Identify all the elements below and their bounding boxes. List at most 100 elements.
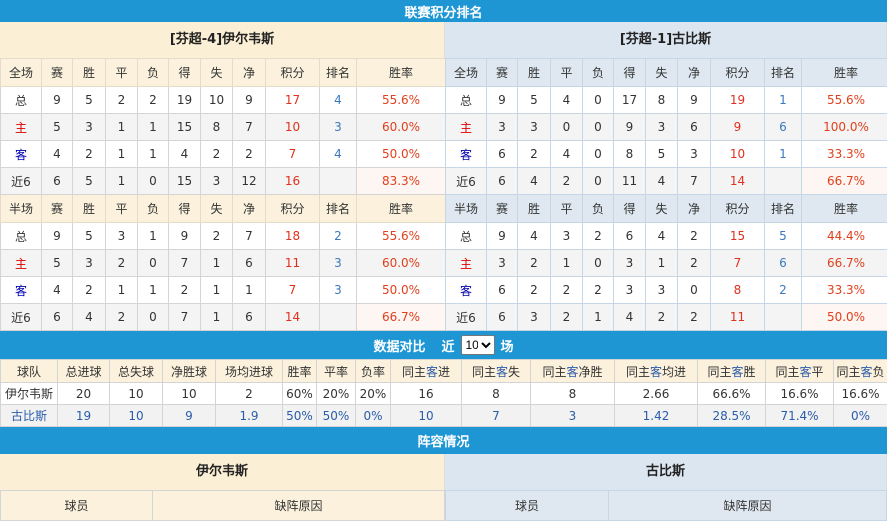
header-suffix: 负 — [873, 365, 885, 379]
cell: 4 — [614, 304, 646, 331]
col-reason: 缺阵原因 — [609, 491, 887, 521]
home-team-title: [芬超-4]伊尔韦斯 — [0, 22, 445, 58]
cell: 1 — [106, 168, 138, 195]
column-header: 净胜球 — [163, 360, 216, 383]
cell: 2 — [106, 87, 138, 114]
cell: 2 — [678, 250, 711, 277]
cell: 66.7% — [802, 250, 887, 277]
compare-prefix: 近 — [441, 336, 454, 355]
cell: 1 — [138, 277, 169, 304]
cell: 4 — [42, 141, 73, 168]
cell: 3 — [106, 223, 138, 250]
cell: 1 — [646, 250, 678, 277]
cell: 20% — [317, 383, 356, 405]
cell: 10 — [711, 141, 765, 168]
column-header: 失 — [201, 195, 233, 223]
cell: 15 — [169, 114, 201, 141]
cell: 2 — [73, 141, 106, 168]
cell: 3 — [531, 405, 615, 427]
column-header: 排名 — [320, 59, 357, 87]
cell: 0 — [583, 141, 614, 168]
column-header: 排名 — [320, 195, 357, 223]
cell: 7 — [678, 168, 711, 195]
column-header: 失 — [646, 195, 678, 223]
cell: 5 — [646, 141, 678, 168]
cell: 10 — [391, 405, 462, 427]
cell: 11 — [266, 250, 320, 277]
cell: 60.0% — [357, 114, 446, 141]
cell: 1 — [106, 114, 138, 141]
cell: 3 — [201, 168, 233, 195]
cell: 2 — [106, 304, 138, 331]
column-header: 平 — [551, 195, 583, 223]
cell: 2 — [233, 141, 266, 168]
column-header: 同主客失 — [462, 360, 531, 383]
column-header: 同主客负 — [834, 360, 887, 383]
cell: 0 — [551, 114, 583, 141]
home-lineup: 伊尔韦斯 球员缺阵原因 — [0, 454, 445, 521]
column-header: 球队 — [1, 360, 58, 383]
header-ke: 客 — [496, 365, 508, 379]
cell: 0 — [583, 168, 614, 195]
header-prefix: 同主 — [472, 365, 496, 379]
cell: 2 — [583, 223, 614, 250]
cell: 100.0% — [802, 114, 887, 141]
cell: 3 — [614, 250, 646, 277]
standings-title-bar: 联赛积分排名 — [0, 0, 887, 22]
column-header: 赛 — [42, 195, 73, 223]
row-label: 客 — [446, 277, 487, 304]
cell: 3 — [614, 277, 646, 304]
cell: 7 — [233, 114, 266, 141]
cell: 5 — [73, 168, 106, 195]
cell: 1 — [765, 141, 802, 168]
cell: 19 — [169, 87, 201, 114]
cell: 1 — [201, 304, 233, 331]
cell: 60.0% — [357, 250, 446, 277]
full-header-row: 全场赛胜平负得失净积分排名胜率 — [1, 59, 446, 87]
cell: 6 — [614, 223, 646, 250]
cell: 1 — [201, 277, 233, 304]
cell: 8 — [614, 141, 646, 168]
column-header: 排名 — [765, 195, 802, 223]
column-header: 负 — [583, 195, 614, 223]
cell: 9 — [163, 405, 216, 427]
cell: 44.4% — [802, 223, 887, 250]
cell: 3 — [487, 114, 518, 141]
cell: 2 — [583, 277, 614, 304]
cell: 0% — [356, 405, 391, 427]
column-header: 平 — [106, 195, 138, 223]
cell: 5 — [765, 223, 802, 250]
cell: 7 — [233, 223, 266, 250]
cell: 6 — [487, 141, 518, 168]
column-header: 同主客进 — [391, 360, 462, 383]
column-header: 负 — [138, 59, 169, 87]
row-label: 近6 — [446, 304, 487, 331]
full-header-row: 全场赛胜平负得失净积分排名胜率 — [446, 59, 887, 87]
column-header: 积分 — [711, 59, 765, 87]
cell: 4 — [320, 141, 357, 168]
column-header: 全场 — [446, 59, 487, 87]
cell: 7 — [462, 405, 531, 427]
away-team-title: [芬超-1]古比斯 — [445, 22, 887, 58]
cell: 3 — [646, 277, 678, 304]
cell: 3 — [320, 250, 357, 277]
cell: 2 — [765, 277, 802, 304]
cell: 16.6% — [834, 383, 887, 405]
cell: 6 — [765, 114, 802, 141]
cell: 0% — [834, 405, 887, 427]
cell: 16 — [266, 168, 320, 195]
cell: 4 — [42, 277, 73, 304]
cell: 7 — [169, 250, 201, 277]
cell: 50% — [283, 405, 317, 427]
cell: 2 — [216, 383, 283, 405]
column-header: 净 — [233, 59, 266, 87]
match-count-select[interactable]: 10 — [461, 335, 495, 355]
cell: 2.66 — [615, 383, 698, 405]
cell: 5 — [73, 87, 106, 114]
